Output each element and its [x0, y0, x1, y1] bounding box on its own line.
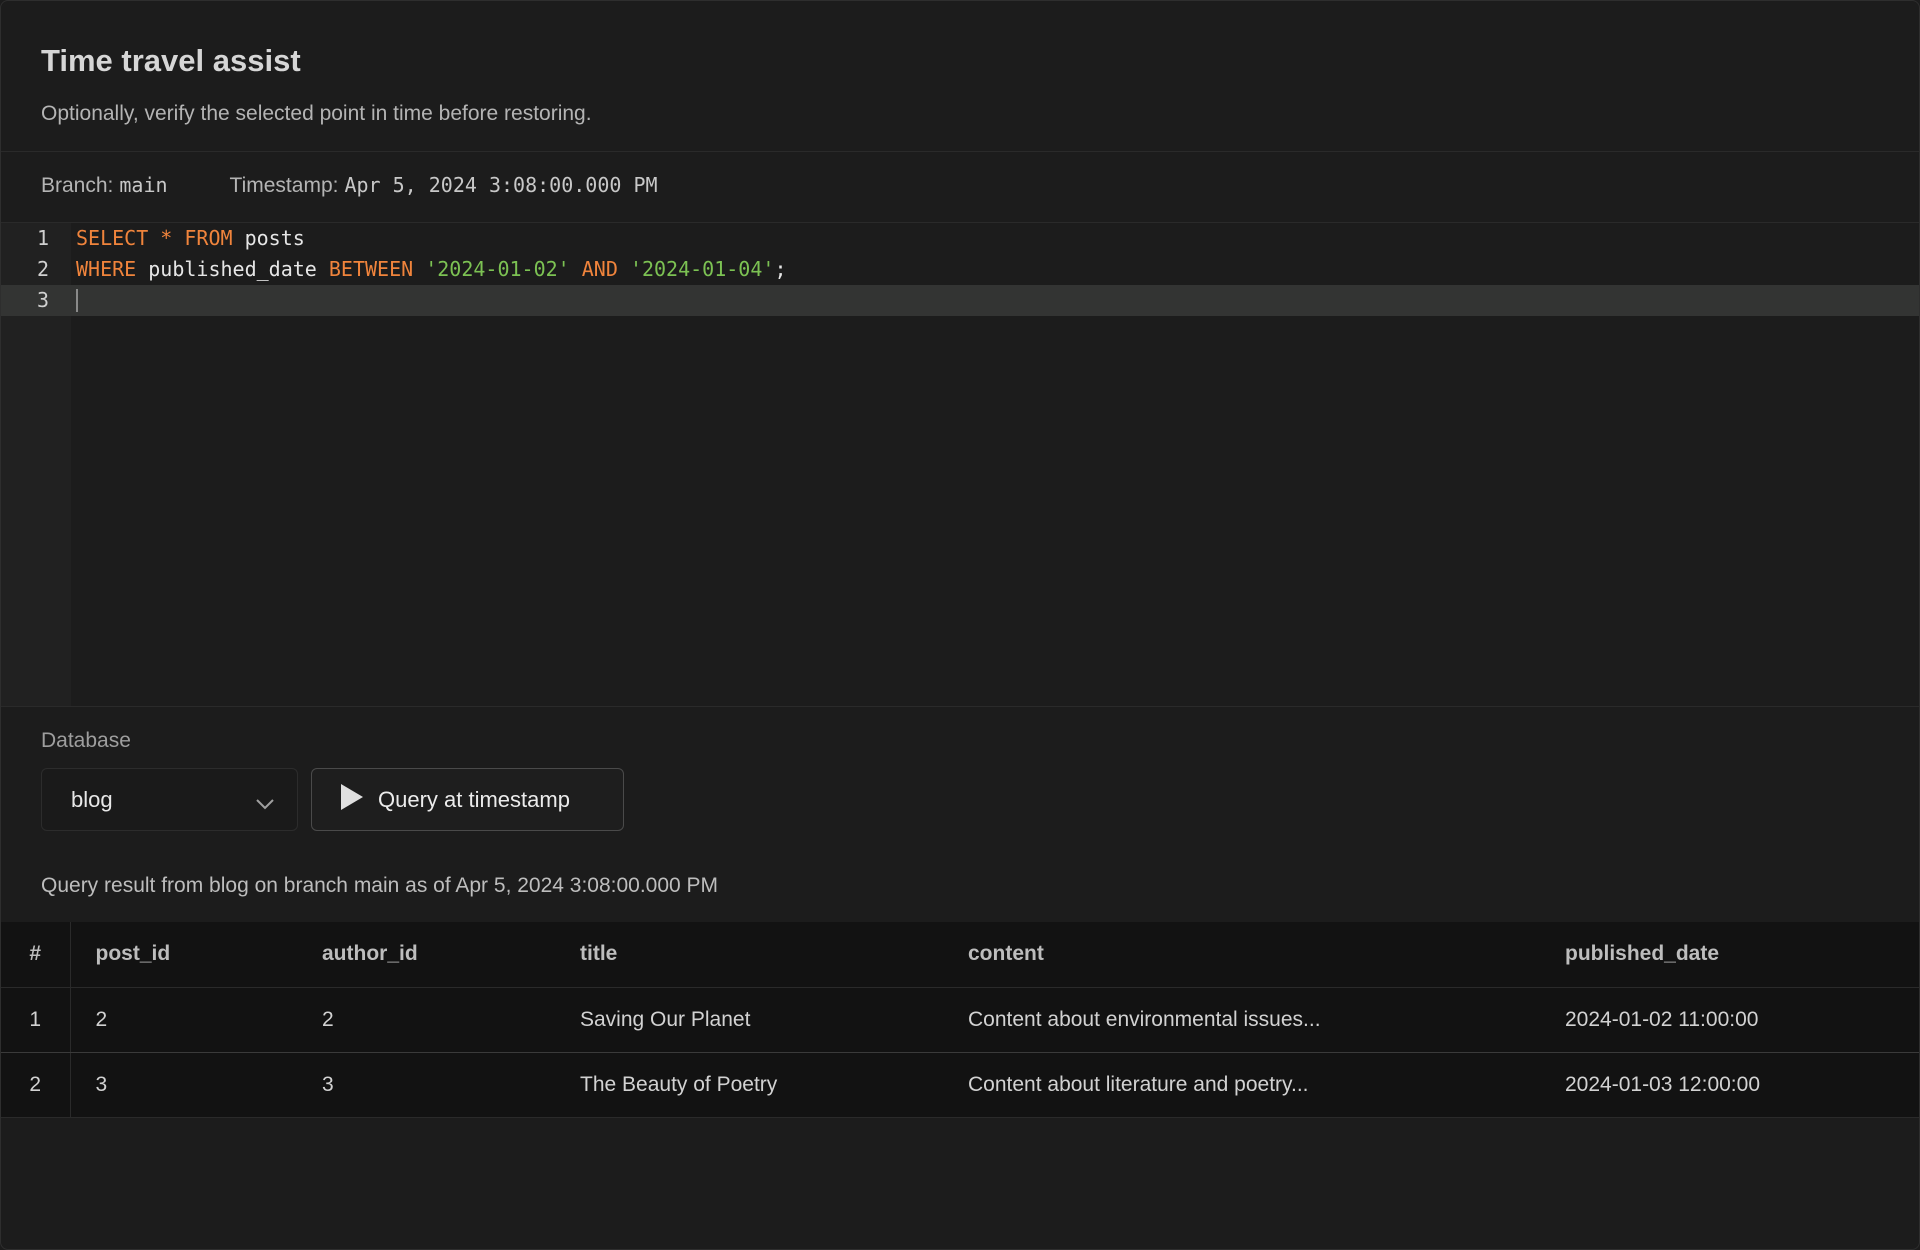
chevron-down-icon — [255, 791, 275, 817]
column-header[interactable]: title — [580, 922, 968, 988]
table-row: 2 3 3 The Beauty of Poetry Content about… — [1, 1052, 1919, 1118]
table-row: 1 2 2 Saving Our Planet Content about en… — [1, 987, 1919, 1053]
sql-string: '2024-01-04' — [629, 257, 775, 281]
code-line[interactable]: 1 SELECT * FROM posts — [1, 223, 1919, 254]
sql-text — [618, 257, 630, 281]
row-index: 2 — [1, 1052, 71, 1118]
cell: Content about environmental issues... — [968, 987, 1565, 1053]
cell: 2 — [70, 987, 322, 1053]
page-subtitle: Optionally, verify the selected point in… — [41, 102, 592, 125]
sql-keyword: AND — [581, 257, 618, 281]
cell: 3 — [322, 1052, 580, 1118]
table-header-row: # post_id author_id title content publis… — [1, 922, 1919, 988]
cell: 2024-01-02 11:00:00 — [1565, 987, 1919, 1053]
timestamp-value: Apr 5, 2024 3:08:00.000 PM — [344, 173, 658, 197]
line-number: 3 — [36, 288, 49, 312]
sql-text — [570, 257, 582, 281]
database-select-value: blog — [71, 786, 113, 812]
play-icon — [340, 783, 378, 817]
sql-keyword: BETWEEN — [328, 257, 414, 281]
column-header[interactable]: post_id — [70, 922, 322, 988]
column-header[interactable]: content — [968, 922, 1565, 988]
divider — [1, 222, 1919, 223]
code-text: SELECT * FROM posts — [76, 223, 305, 254]
timestamp-label: Timestamp: — [229, 174, 339, 197]
sql-keyword: FROM — [184, 226, 233, 250]
branch-value: main — [119, 173, 168, 197]
text-cursor — [76, 289, 78, 312]
cell: 2024-01-03 12:00:00 — [1565, 1052, 1919, 1118]
column-header[interactable]: # — [1, 922, 71, 988]
divider — [1, 706, 1919, 707]
meta-bar: Branch: main Timestamp: Apr 5, 2024 3:08:0… — [41, 173, 720, 198]
sql-keyword: SELECT — [76, 226, 149, 250]
cell: 2 — [322, 987, 580, 1053]
code-line[interactable]: 3 — [1, 285, 1919, 316]
divider — [1, 151, 1919, 152]
line-number: 2 — [36, 257, 49, 281]
sql-string: '2024-01-02' — [425, 257, 570, 281]
code-text: WHERE published_date BETWEEN '2024-01-02… — [76, 254, 786, 285]
cell: 3 — [70, 1052, 322, 1118]
sql-text — [172, 226, 184, 250]
cell: The Beauty of Poetry — [580, 1052, 968, 1118]
cell: Saving Our Planet — [580, 987, 968, 1053]
line-number: 1 — [36, 226, 49, 250]
query-at-timestamp-button[interactable]: Query at timestamp — [311, 768, 624, 831]
column-header[interactable]: author_id — [322, 922, 580, 988]
sql-text: ; — [774, 257, 787, 281]
sql-text: published_date — [136, 257, 329, 281]
row-index: 1 — [1, 987, 71, 1053]
sql-text — [148, 226, 160, 250]
page-title: Time travel assist — [41, 43, 301, 78]
column-header[interactable]: published_date — [1565, 922, 1919, 988]
sql-keyword: WHERE — [76, 257, 137, 281]
database-select[interactable]: blog — [41, 768, 298, 831]
branch-label: Branch: — [41, 174, 114, 197]
sql-keyword: * — [160, 226, 173, 250]
result-summary: Query result from blog on branch main as… — [41, 874, 719, 897]
database-label: Database — [41, 729, 131, 752]
sql-text: posts — [232, 226, 305, 250]
sql-text — [413, 257, 425, 281]
sql-editor[interactable]: 1 SELECT * FROM posts 2 WHERE published_dat… — [1, 223, 1919, 706]
query-button-label: Query at timestamp — [378, 786, 570, 812]
results-table: # post_id author_id title content publis… — [1, 922, 1919, 1118]
code-line[interactable]: 2 WHERE published_date BETWEEN '2024-01-0… — [1, 254, 1919, 285]
cell: Content about literature and poetry... — [968, 1052, 1565, 1118]
